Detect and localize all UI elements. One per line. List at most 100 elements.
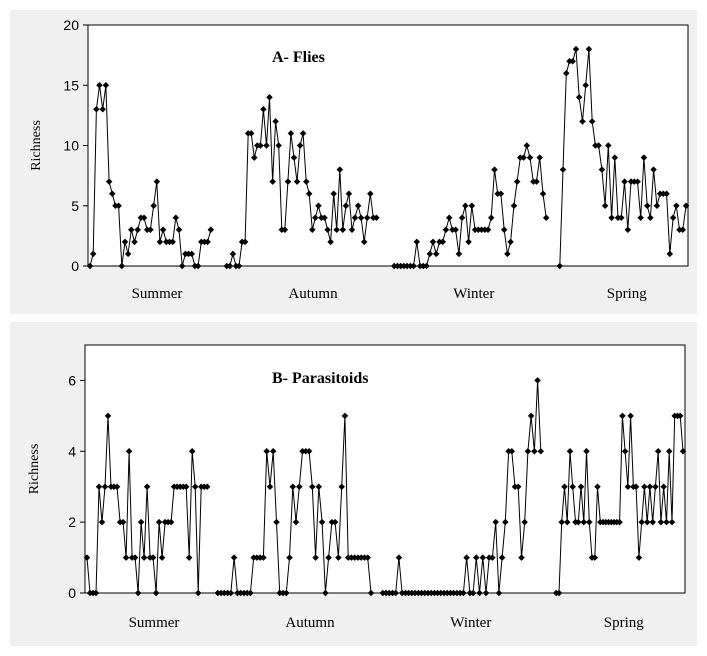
data-point: [458, 214, 466, 222]
chart-title: A- Flies: [272, 49, 325, 66]
parasitoids-richness-chart: 0 2 4 6 Richness B- Parasitoids Summer Autumn Wi…: [27, 344, 687, 631]
data-point: [336, 166, 344, 173]
data-point: [175, 226, 183, 234]
data-point: [345, 190, 353, 197]
data-point: [660, 483, 667, 490]
data-point: [159, 226, 167, 234]
data-point: [484, 226, 492, 234]
y-tick-label: 15: [63, 77, 79, 93]
data-point: [339, 226, 347, 234]
data-point: [429, 238, 437, 246]
data-point: [556, 262, 564, 270]
data-point: [601, 202, 609, 209]
data-point: [191, 483, 199, 490]
data-point: [266, 483, 274, 490]
data-point: [654, 448, 662, 455]
data-point: [96, 82, 103, 89]
data-point: [618, 214, 625, 222]
data-point: [153, 178, 161, 185]
y-tick-label: 2: [68, 514, 76, 530]
data-point: [673, 202, 680, 209]
data-point: [520, 154, 527, 161]
data-point: [385, 589, 393, 597]
data-point: [221, 589, 228, 597]
y-tick-label: 4: [68, 443, 76, 459]
data-point: [102, 82, 110, 89]
data-point: [478, 226, 485, 234]
data-point: [413, 238, 421, 246]
data-point: [203, 483, 211, 490]
data-point: [555, 589, 563, 597]
data-point: [507, 238, 514, 246]
data-point: [169, 238, 176, 246]
data-point: [95, 483, 103, 490]
data-point: [290, 154, 298, 161]
data-point: [392, 589, 399, 597]
data-point: [526, 154, 534, 161]
data-point: [669, 214, 677, 222]
data-point: [426, 250, 434, 258]
data-point: [324, 226, 331, 234]
data-point: [561, 483, 568, 490]
data-point: [432, 250, 440, 258]
data-point: [514, 483, 522, 490]
data-point: [263, 142, 270, 149]
data-point: [504, 250, 511, 258]
data-point: [632, 483, 640, 490]
data-point: [134, 226, 141, 234]
data-point: [128, 226, 135, 234]
data-point: [487, 214, 495, 222]
data-point: [676, 226, 683, 234]
data-point: [351, 214, 359, 222]
data-point: [583, 448, 590, 455]
data-point: [124, 250, 132, 258]
data-point: [281, 226, 289, 234]
data-point: [614, 214, 622, 222]
data-point: [321, 214, 328, 222]
data-point: [182, 483, 190, 490]
chart-panel-flies: 0 5 10 15 20 Richness A- Flies Summer Autumn Wint…: [10, 10, 697, 314]
data-point: [309, 483, 316, 490]
data-point: [660, 190, 667, 197]
data-point: [289, 483, 297, 490]
data-point: [495, 589, 503, 597]
data-point: [354, 202, 362, 209]
data-point: [539, 190, 547, 197]
data-point: [468, 202, 476, 209]
data-point: [305, 190, 313, 197]
season-label: Spring: [607, 286, 648, 302]
data-point: [637, 214, 644, 222]
data-point: [229, 250, 237, 258]
data-point: [482, 589, 490, 597]
data-point: [653, 202, 661, 209]
data-point: [241, 238, 249, 246]
data-point: [134, 589, 142, 597]
data-point: [373, 214, 380, 222]
data-point: [394, 262, 401, 270]
data-point: [679, 448, 687, 455]
data-point: [455, 250, 463, 258]
data-point: [537, 448, 545, 455]
season-label: Summer: [129, 615, 180, 631]
data-point: [143, 483, 151, 490]
data-point: [227, 589, 235, 597]
y-tick-label: 0: [71, 258, 79, 274]
data-point: [118, 262, 126, 270]
data-point: [450, 589, 457, 597]
data-point: [302, 448, 310, 455]
data-point: [296, 483, 303, 490]
data-point: [93, 106, 100, 113]
data-point: [569, 483, 576, 490]
data-point: [663, 190, 670, 197]
data-point: [465, 238, 472, 246]
data-point: [460, 589, 467, 597]
season-label: Winter: [450, 615, 491, 631]
data-point: [226, 262, 234, 270]
data-point: [86, 262, 94, 270]
data-point: [327, 238, 334, 246]
data-point: [559, 166, 567, 173]
data-point: [299, 448, 306, 455]
data-point: [497, 190, 505, 197]
data-point: [542, 214, 550, 222]
data-point: [279, 589, 287, 597]
